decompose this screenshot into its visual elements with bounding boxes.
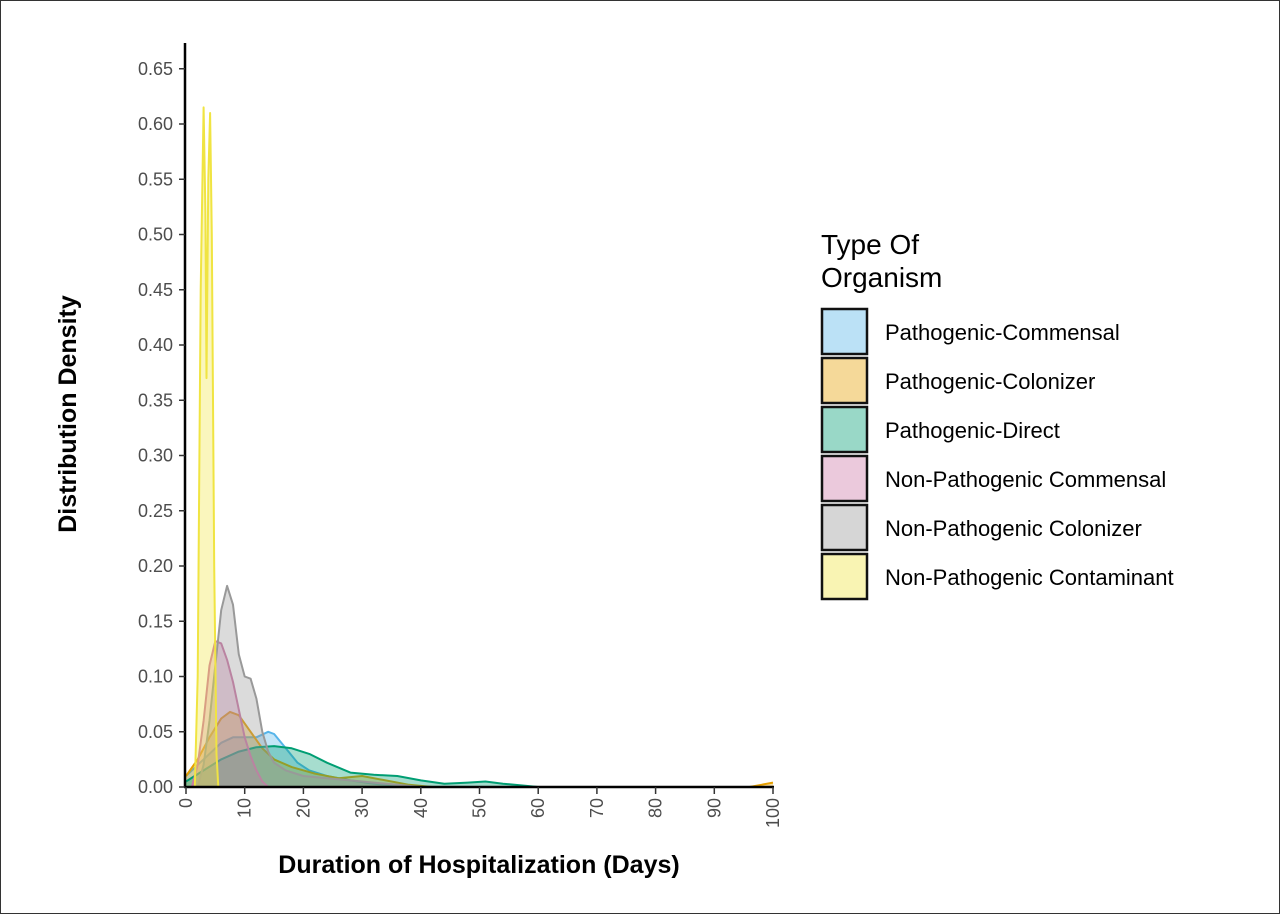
y-tick-label: 0.10	[138, 667, 173, 687]
density-line-5	[196, 584, 773, 788]
y-tick-label: 0.60	[138, 114, 173, 134]
legend-key	[820, 356, 869, 405]
legend-label: Pathogenic-Direct	[885, 418, 1060, 443]
legend-key	[820, 503, 869, 552]
x-tick-label: 40	[411, 798, 431, 818]
legend-title-line1: Type Of	[821, 229, 919, 260]
y-tick-label: 0.50	[138, 225, 173, 245]
density-area-6	[194, 107, 774, 787]
x-tick-label: 80	[646, 798, 666, 818]
y-tick-label: 0.05	[138, 722, 173, 742]
density-line-1	[185, 730, 773, 788]
legend-key	[820, 405, 869, 454]
y-tick-label: 0.15	[138, 611, 173, 631]
density-line-3	[185, 745, 773, 788]
density-areas	[185, 106, 774, 788]
y-tick-label: 0.55	[138, 169, 173, 189]
y-tick-label: 0.25	[138, 501, 173, 521]
legend-key	[820, 454, 869, 503]
legend-label: Pathogenic-Colonizer	[885, 369, 1095, 394]
legend-key	[820, 307, 869, 356]
legend-label: Non-Pathogenic Contaminant	[885, 565, 1174, 590]
legend-items: Pathogenic-Commensal Pathogenic-Colonizer…	[820, 307, 1174, 601]
legend-label: Non-Pathogenic Colonizer	[885, 516, 1142, 541]
x-tick-label: 10	[235, 798, 255, 818]
density-line-6	[193, 106, 773, 788]
x-tick-label: 90	[704, 798, 724, 818]
y-tick-label: 0.45	[138, 280, 173, 300]
axes: 0.00 0.05 0.10 0.15 0.20 0.25 0.30 0.35 0.40 0.45…	[138, 43, 783, 828]
density-line-4	[190, 640, 773, 788]
x-tick-label: 30	[352, 798, 372, 818]
legend-key	[820, 552, 869, 601]
y-tick-label: 0.40	[138, 335, 173, 355]
y-ticks: 0.00 0.05 0.10 0.15 0.20 0.25 0.30 0.35 0.40 0.45…	[138, 59, 185, 797]
x-tick-label: 100	[763, 798, 783, 828]
x-tick-label: 20	[293, 798, 313, 818]
density-area-4	[191, 641, 773, 787]
x-axis-title: Duration of Hospitalization (Days)	[278, 851, 679, 879]
legend-label: Pathogenic-Commensal	[885, 320, 1120, 345]
legend: Type Of Organism Pathogenic-CommensalPat…	[820, 229, 1174, 601]
y-tick-label: 0.20	[138, 556, 173, 576]
x-ticks: 0 10 20 30 40 50 60 70 80 90 100	[176, 787, 783, 828]
x-tick-label: 70	[587, 798, 607, 818]
y-tick-label: 0.30	[138, 446, 173, 466]
x-tick-label: 50	[470, 798, 490, 818]
y-axis-title: Distribution Density	[54, 295, 82, 533]
y-tick-label: 0.65	[138, 59, 173, 79]
y-tick-label: 0.35	[138, 390, 173, 410]
y-tick-label: 0.00	[138, 777, 173, 797]
density-area-2	[186, 711, 773, 787]
x-tick-label: 0	[176, 798, 196, 808]
x-tick-label: 60	[528, 798, 548, 818]
density-area-3	[186, 746, 773, 787]
density-area-5	[197, 585, 773, 787]
legend-label: Non-Pathogenic Commensal	[885, 467, 1166, 492]
legend-title-line2: Organism	[821, 262, 942, 293]
